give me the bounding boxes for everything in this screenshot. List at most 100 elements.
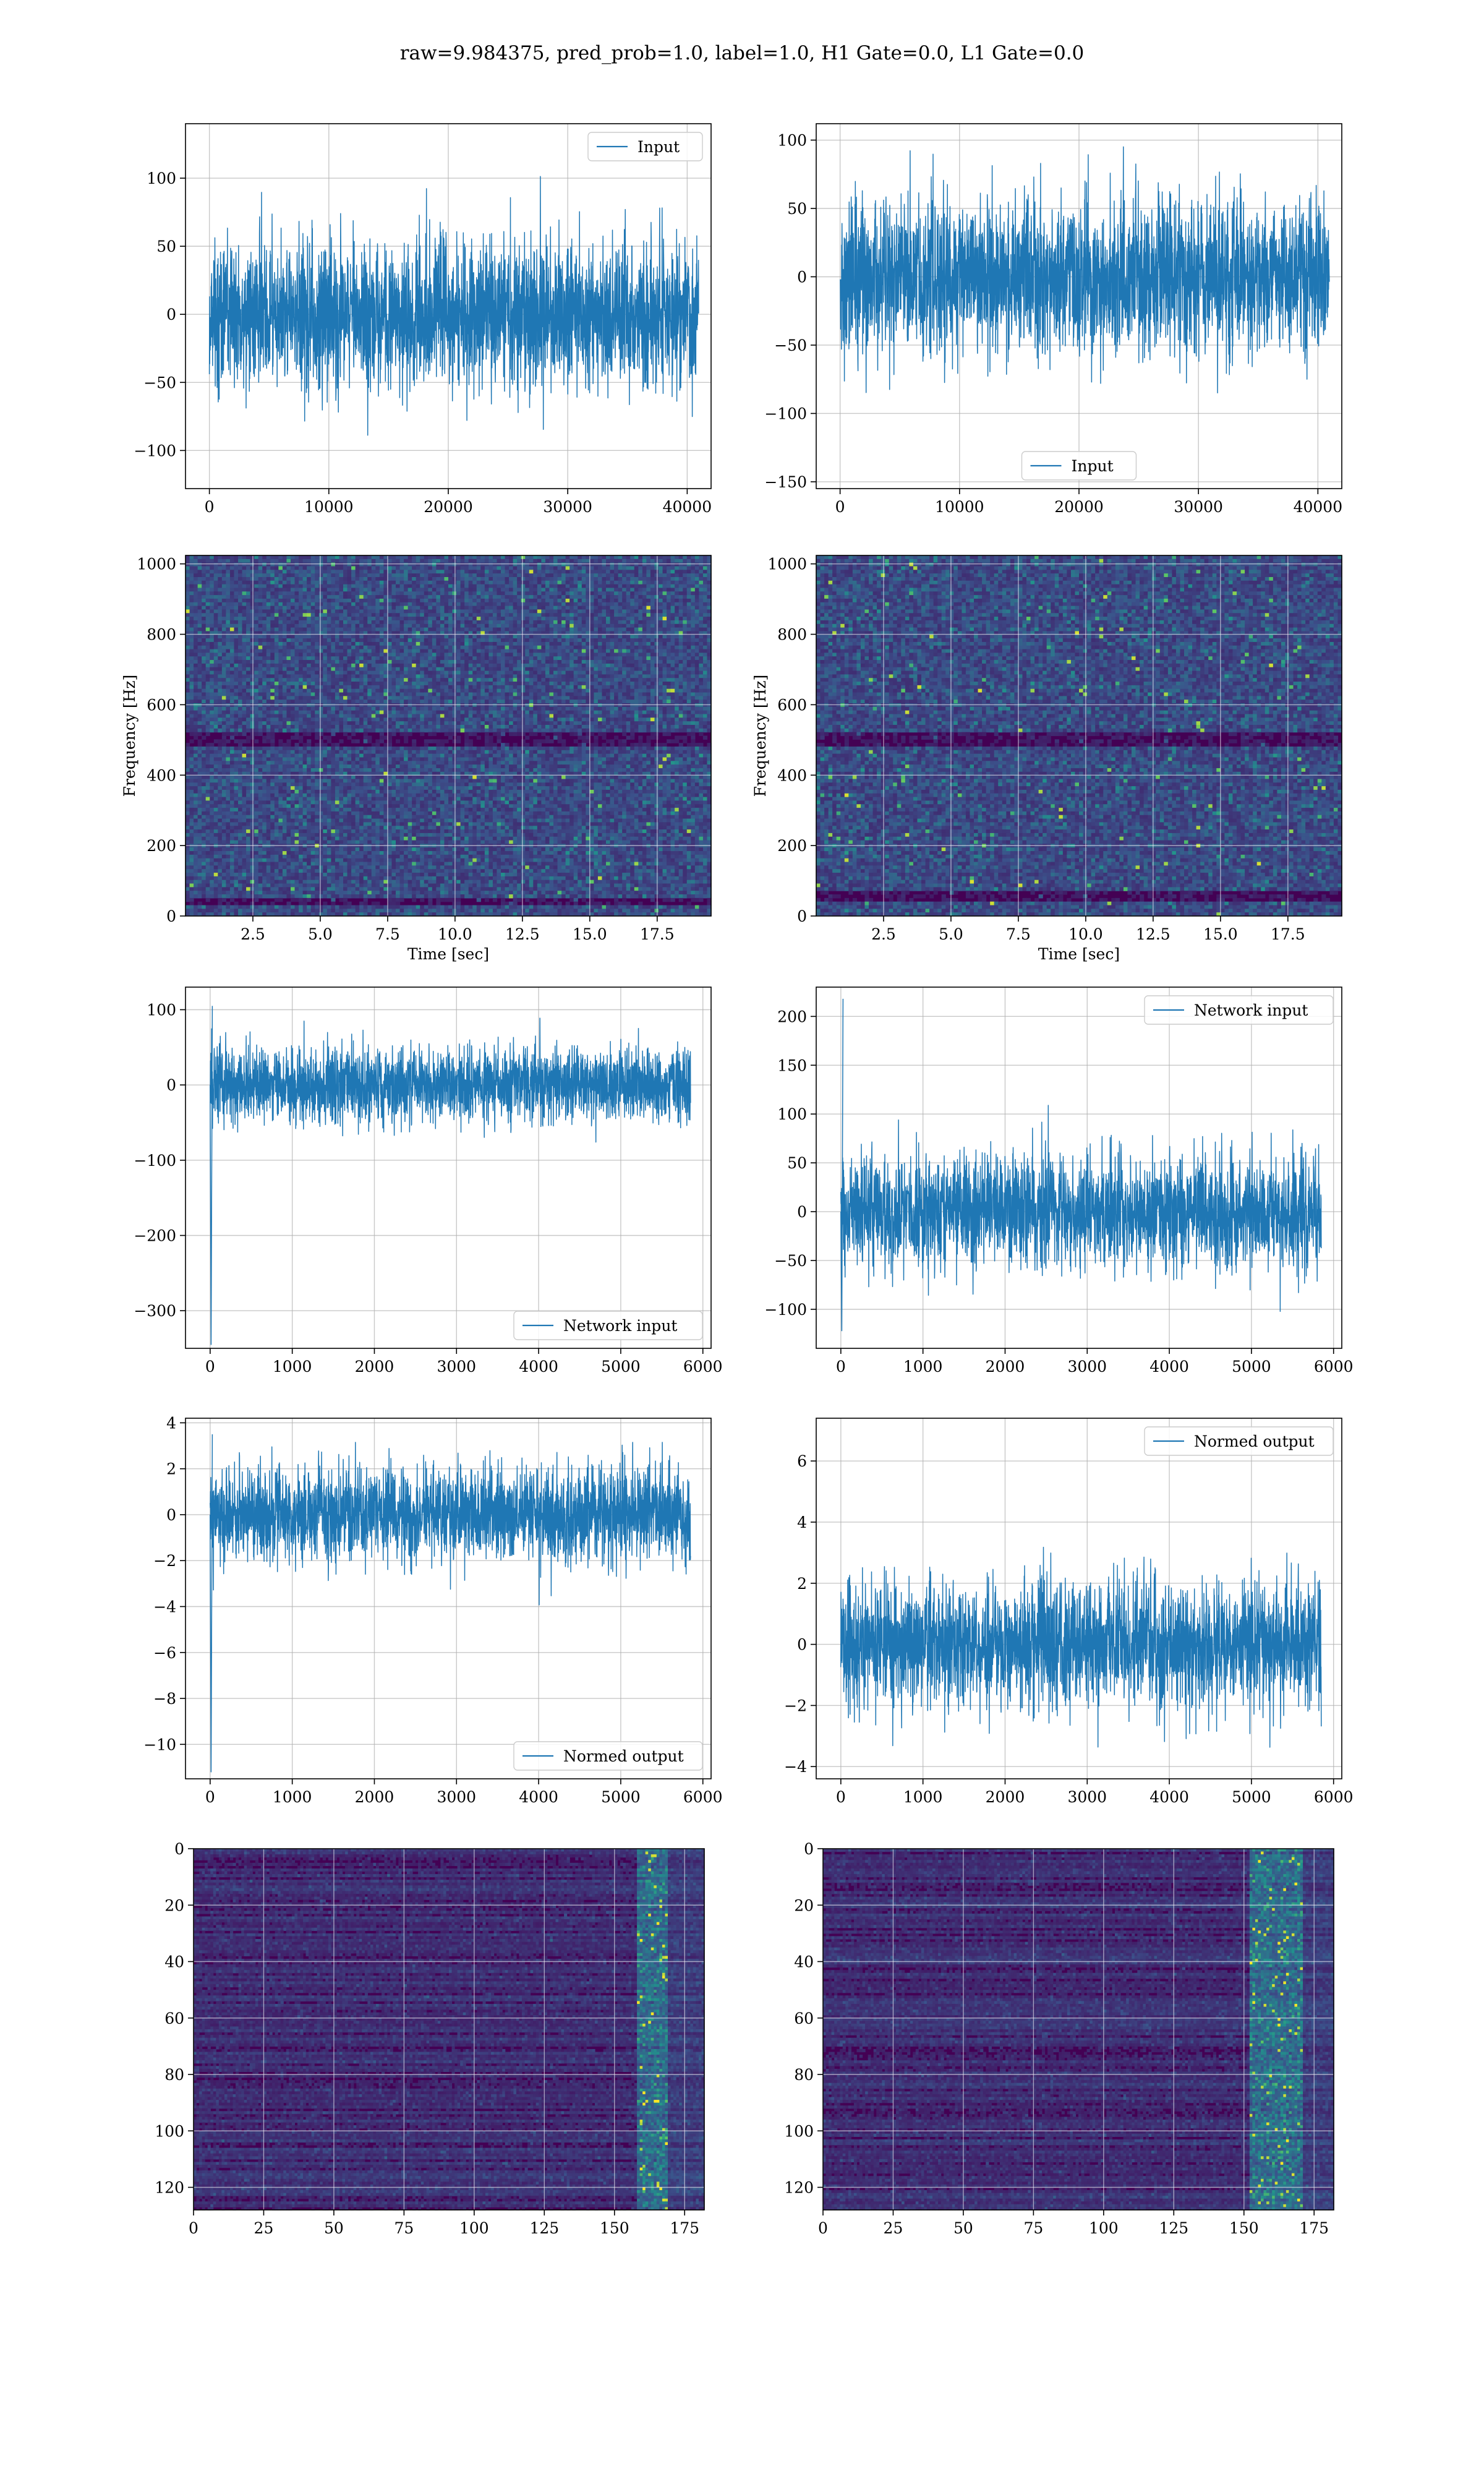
y-tick-label: 60 <box>794 2010 814 2027</box>
y-axis-label: Frequency [Hz] <box>751 675 769 797</box>
y-tick-label: −10 <box>143 1736 176 1753</box>
x-tick-label: 25 <box>254 2219 274 2237</box>
y-tick-label: 0 <box>166 1506 176 1524</box>
legend-label: Network input <box>563 1317 677 1335</box>
y-tick-label: 50 <box>156 238 176 255</box>
y-axis-label: Frequency [Hz] <box>121 675 139 797</box>
heatmap-cells <box>194 1849 705 2211</box>
y-tick-label: 0 <box>797 268 807 286</box>
x-tick-label: 1000 <box>903 1788 943 1806</box>
y-tick-label: 0 <box>166 1076 176 1094</box>
legend: Network input <box>1145 996 1333 1024</box>
x-tick-label: 100 <box>459 2219 489 2237</box>
x-tick-label: 40000 <box>1294 498 1343 516</box>
x-tick-label: 4000 <box>1149 1788 1189 1806</box>
x-tick-label: 2000 <box>986 1358 1025 1376</box>
x-tick-label: 10.0 <box>1068 925 1103 943</box>
y-tick-label: −2 <box>153 1552 176 1570</box>
x-tick-label: 10000 <box>935 498 984 516</box>
x-tick-label: 150 <box>1229 2219 1259 2237</box>
y-tick-label: 50 <box>787 200 807 218</box>
x-tick-label: 175 <box>670 2219 699 2237</box>
x-tick-label: 6000 <box>1314 1358 1354 1376</box>
chart-svg: 0 1000 2000 3000 4000 5000 6000−10−8−6−4−2024N… <box>186 1418 711 1779</box>
y-tick-label: −50 <box>774 336 807 354</box>
x-tick-label: 5000 <box>601 1788 641 1806</box>
y-tick-label: 100 <box>777 132 807 150</box>
x-tick-label: 12.5 <box>1136 925 1171 943</box>
y-tick-label: −100 <box>764 1301 807 1319</box>
y-tick-label: 40 <box>794 1953 814 1971</box>
y-tick-label: 60 <box>164 2010 184 2027</box>
y-tick-label: 120 <box>784 2179 814 2197</box>
y-tick-label: 0 <box>797 907 807 925</box>
x-tick-label: 175 <box>1299 2219 1329 2237</box>
x-tick-label: 0 <box>835 498 845 516</box>
x-tick-label: 100 <box>1089 2219 1119 2237</box>
x-tick-label: 50 <box>324 2219 344 2237</box>
x-tick-label: 150 <box>600 2219 629 2237</box>
legend-label: Normed output <box>563 1747 684 1765</box>
x-tick-label: 3000 <box>437 1788 476 1806</box>
x-tick-label: 2.5 <box>871 925 896 943</box>
x-axis-label: Time [sec] <box>1038 945 1120 963</box>
y-tick-label: 0 <box>797 1636 807 1654</box>
y-tick-label: −100 <box>134 1152 176 1170</box>
y-tick-label: −50 <box>143 374 176 392</box>
x-tick-label: 3000 <box>437 1358 476 1376</box>
chart-svg: 2.5 5.0 7.5 10.0 12.5 15.0 17.5020040060080010… <box>186 555 711 916</box>
y-tick-label: −200 <box>134 1227 176 1245</box>
y-tick-label: 0 <box>804 1840 814 1858</box>
x-tick-label: 10.0 <box>438 925 472 943</box>
x-tick-label: 0 <box>189 2219 198 2237</box>
y-tick-label: 2 <box>166 1460 176 1478</box>
y-tick-label: 50 <box>787 1154 807 1172</box>
x-tick-label: 30000 <box>543 498 592 516</box>
y-tick-label: −4 <box>153 1598 176 1616</box>
x-tick-label: 4000 <box>519 1788 558 1806</box>
legend: Network input <box>514 1311 702 1340</box>
legend-label: Network input <box>1194 1001 1308 1019</box>
x-tick-label: 125 <box>1159 2219 1188 2237</box>
heatmap-cells <box>823 1849 1334 2211</box>
x-tick-label: 5000 <box>1232 1358 1271 1376</box>
x-tick-label: 7.5 <box>1006 925 1031 943</box>
chart-feature-map-l1: 0 25 50 75 100 125 150 175 0 20 40 60 80 100 120 <box>823 1849 1334 2210</box>
y-tick-label: 200 <box>147 837 176 855</box>
x-tick-label: 0 <box>818 2219 828 2237</box>
chart-network-input-l1: 0 1000 2000 3000 4000 5000 6000 −100 −50 0 50 100 15… <box>816 987 1342 1348</box>
x-tick-label: 2.5 <box>241 925 265 943</box>
y-tick-label: −150 <box>764 473 807 491</box>
chart-svg: 0 10000 20000 30000 40000−150−100−50050100In… <box>816 124 1342 489</box>
y-tick-label: 100 <box>147 169 176 187</box>
y-tick-label: 20 <box>794 1896 814 1914</box>
y-tick-label: 0 <box>797 1203 807 1221</box>
y-tick-label: 2 <box>797 1575 807 1593</box>
x-tick-label: 5000 <box>1232 1788 1271 1806</box>
x-tick-label: 0 <box>836 1788 846 1806</box>
x-tick-label: 50 <box>953 2219 973 2237</box>
y-tick-label: 400 <box>147 766 176 784</box>
x-tick-label: 12.5 <box>505 925 540 943</box>
y-tick-label: 0 <box>166 306 176 323</box>
x-tick-label: 2000 <box>986 1788 1025 1806</box>
legend: Normed output <box>1145 1427 1333 1455</box>
y-tick-label: 80 <box>794 2066 814 2084</box>
chart-svg: 2.5 5.0 7.5 10.0 12.5 15.0 17.5020040060080010… <box>816 555 1342 916</box>
chart-svg: 0 1000 2000 3000 4000 5000 6000−4−20246Normed … <box>816 1418 1342 1779</box>
legend-label: Input <box>638 138 680 156</box>
y-tick-label: 80 <box>164 2066 184 2084</box>
x-tick-label: 15.0 <box>1203 925 1238 943</box>
heatmap-cells <box>186 555 712 917</box>
y-tick-label: −50 <box>774 1252 807 1270</box>
y-tick-label: 100 <box>155 2122 184 2140</box>
chart-spectrogram-l1: 2.5 5.0 7.5 10.0 12.5 15.0 17.5 0 200 400 600 800 10… <box>816 555 1342 916</box>
x-tick-label: 75 <box>394 2219 414 2237</box>
y-tick-label: 1000 <box>767 555 807 573</box>
legend: Input <box>1022 452 1136 480</box>
y-tick-label: 600 <box>147 696 176 714</box>
x-tick-label: 15.0 <box>573 925 607 943</box>
x-tick-label: 2000 <box>355 1788 394 1806</box>
x-tick-label: 2000 <box>355 1358 394 1376</box>
